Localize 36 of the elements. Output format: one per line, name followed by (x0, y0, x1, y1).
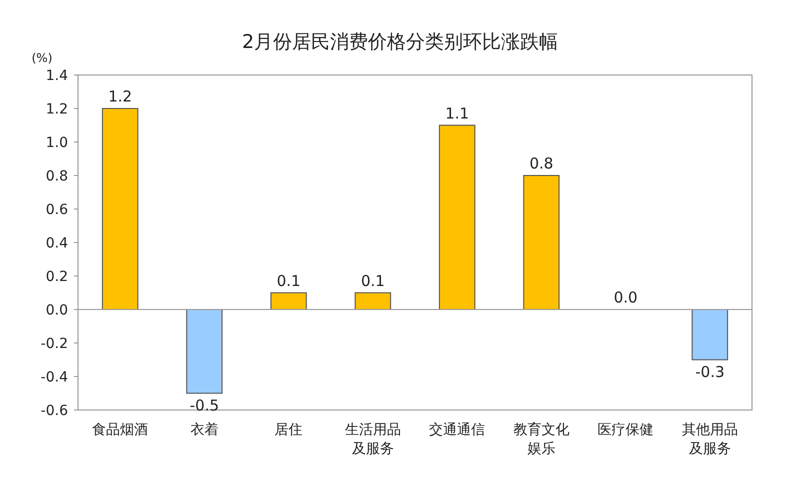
data-label: 0.8 (529, 154, 554, 172)
x-tick-label: 其他用品及服务 (682, 422, 738, 457)
x-tick-label: 食品烟酒 (92, 422, 148, 438)
x-tick-label: 衣着 (190, 422, 218, 438)
data-label: -0.3 (695, 362, 725, 381)
x-tick-label: 居住 (274, 422, 303, 438)
x-tick-label: 教育文化娱乐 (513, 421, 570, 457)
y-tick-label: -0.6 (40, 403, 68, 419)
data-label: 0.1 (276, 272, 301, 290)
y-tick-label: -0.4 (40, 370, 68, 386)
x-tick-label: 交通通信 (429, 422, 486, 438)
y-tick-label: 1.2 (46, 102, 68, 118)
y-tick-label: 0.8 (46, 168, 68, 184)
bar (523, 175, 560, 310)
bar (270, 292, 307, 310)
chart-title: 2月份居民消费价格分类别环比涨跌幅 (242, 31, 558, 53)
y-tick-label: 1.4 (46, 68, 68, 84)
data-label: 1.1 (445, 104, 470, 122)
x-tick-label: 生活用品及服务 (344, 422, 401, 457)
y-tick-label: 1.0 (46, 135, 68, 151)
data-label: 0.1 (360, 272, 385, 290)
data-label: 1.2 (108, 88, 132, 106)
data-label: -0.5 (190, 396, 220, 414)
y-tick-label: -0.2 (40, 336, 68, 352)
bar (692, 309, 728, 360)
y-tick-label: 0.0 (46, 302, 68, 318)
bar (438, 124, 476, 310)
bar (186, 309, 223, 394)
y-tick-label: 0.6 (46, 202, 68, 218)
y-tick-label: 0.4 (46, 236, 68, 252)
bar (354, 292, 392, 310)
x-tick-label: 医疗保健 (598, 422, 654, 438)
bar (102, 108, 138, 310)
y-axis-title: (%) (32, 51, 52, 65)
data-label: 0.0 (614, 288, 638, 306)
y-tick-label: 0.2 (46, 269, 68, 285)
